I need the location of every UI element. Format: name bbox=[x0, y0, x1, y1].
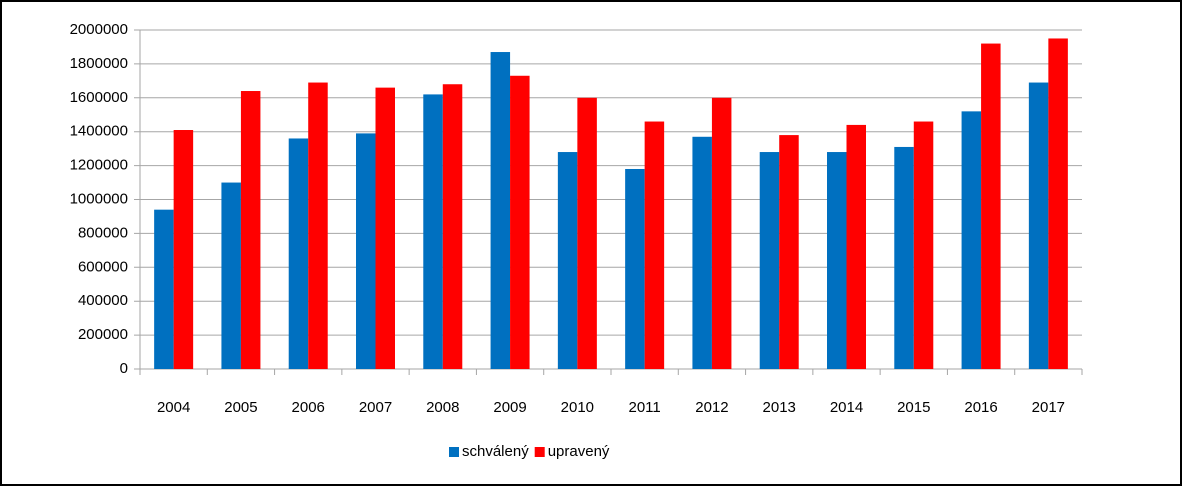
x-tick-label: 2008 bbox=[426, 399, 459, 416]
x-tick-label: 2016 bbox=[964, 399, 997, 416]
x-tick-label: 2010 bbox=[561, 399, 594, 416]
bar bbox=[981, 43, 1001, 370]
bar bbox=[442, 84, 463, 370]
y-tick-label: 800000 bbox=[78, 224, 128, 241]
y-tick-label: 1400000 bbox=[70, 123, 128, 140]
x-tick-label: 2017 bbox=[1032, 399, 1065, 416]
x-tick-label: 2009 bbox=[493, 399, 526, 416]
x-tick-label: 2014 bbox=[830, 399, 863, 416]
bar bbox=[221, 182, 241, 369]
bar bbox=[375, 87, 395, 369]
bar bbox=[1028, 82, 1049, 370]
x-tick-label: 2012 bbox=[695, 399, 728, 416]
y-tick-label: 1800000 bbox=[70, 55, 128, 72]
x-tick-label: 2015 bbox=[897, 399, 930, 416]
y-tick-label: 0 bbox=[120, 360, 128, 377]
y-tick-label: 1200000 bbox=[70, 157, 128, 174]
x-tick-label: 2005 bbox=[224, 399, 257, 416]
y-tick-label: 400000 bbox=[78, 292, 128, 309]
x-tick-label: 2011 bbox=[629, 399, 661, 416]
bar bbox=[577, 97, 597, 370]
bar bbox=[759, 152, 780, 369]
bar bbox=[846, 124, 866, 369]
bar bbox=[510, 75, 530, 369]
bar bbox=[423, 94, 443, 369]
legend-label: schválený bbox=[462, 443, 529, 460]
x-tick-label: 2006 bbox=[292, 399, 325, 416]
bar bbox=[240, 91, 261, 370]
bar bbox=[644, 121, 665, 369]
x-tick-label: 2013 bbox=[763, 399, 796, 416]
bar bbox=[711, 97, 732, 370]
bar bbox=[894, 146, 914, 369]
bar bbox=[308, 82, 328, 370]
bar bbox=[173, 130, 194, 369]
x-tick-label: 2007 bbox=[359, 399, 392, 416]
bar bbox=[490, 52, 511, 369]
y-tick-label: 600000 bbox=[78, 258, 128, 275]
y-tick-label: 2000000 bbox=[70, 21, 128, 38]
bar bbox=[557, 152, 578, 369]
bar bbox=[625, 168, 645, 369]
y-tick-label: 200000 bbox=[78, 326, 128, 343]
y-tick-label: 1000000 bbox=[70, 190, 128, 207]
bar bbox=[692, 136, 712, 369]
bar bbox=[961, 111, 982, 370]
bar bbox=[913, 121, 934, 369]
bar bbox=[779, 135, 799, 369]
x-tick-label: 2004 bbox=[157, 399, 190, 416]
y-tick-label: 1600000 bbox=[70, 89, 128, 106]
legend-label: upravený bbox=[548, 443, 610, 460]
legend-swatch bbox=[534, 447, 545, 457]
bar bbox=[288, 138, 309, 369]
bar bbox=[1048, 38, 1068, 369]
bar bbox=[827, 152, 847, 369]
bar bbox=[154, 209, 174, 369]
bar bbox=[356, 133, 376, 369]
legend-swatch bbox=[449, 447, 459, 457]
